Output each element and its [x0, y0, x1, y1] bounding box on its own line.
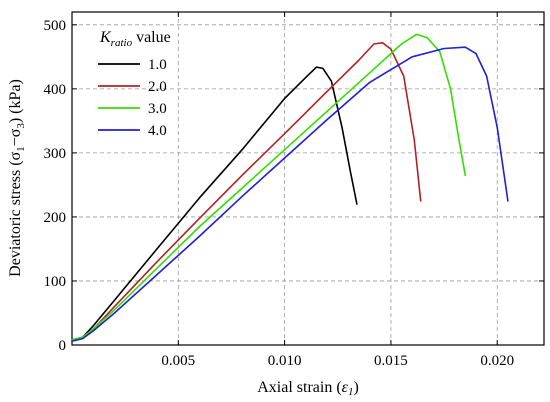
x-tick-label: 0.010	[268, 353, 302, 369]
x-tick-label: 0.020	[480, 353, 514, 369]
series-line-1-0	[71, 66, 358, 341]
legend: Kratio value 1.0 2.0 3.0 4.0	[98, 29, 171, 139]
y-tick-label: 400	[44, 82, 67, 98]
legend-label: 1.0	[148, 57, 167, 73]
x-tick-label: 0.005	[161, 353, 195, 369]
legend-label: 3.0	[148, 101, 167, 117]
plot-frame	[71, 11, 545, 346]
grid	[72, 12, 544, 345]
legend-label: 2.0	[148, 79, 167, 95]
series-group	[71, 33, 509, 342]
legend-label: 4.0	[148, 123, 167, 139]
x-tick-label: 0.015	[374, 353, 408, 369]
x-axis-label: Axial strain (ε1)	[257, 379, 359, 398]
y-tick-label: 500	[44, 18, 67, 34]
series-line-2-0	[71, 41, 422, 341]
y-tick-label: 300	[44, 146, 67, 162]
y-tick-label: 0	[59, 338, 67, 354]
series-line-4-0	[71, 46, 509, 342]
series-line-3-0	[71, 33, 467, 341]
y-tick-label: 200	[44, 210, 67, 226]
y-axis-label: Deviatoric stress (σ1−σ3) (kPa)	[7, 79, 27, 277]
y-tick-label: 100	[44, 274, 67, 290]
legend-title: Kratio value	[99, 29, 171, 49]
axis-ticks: 0.005 0.010 0.015 0.020 0 100 200 300 400 500	[44, 12, 544, 369]
